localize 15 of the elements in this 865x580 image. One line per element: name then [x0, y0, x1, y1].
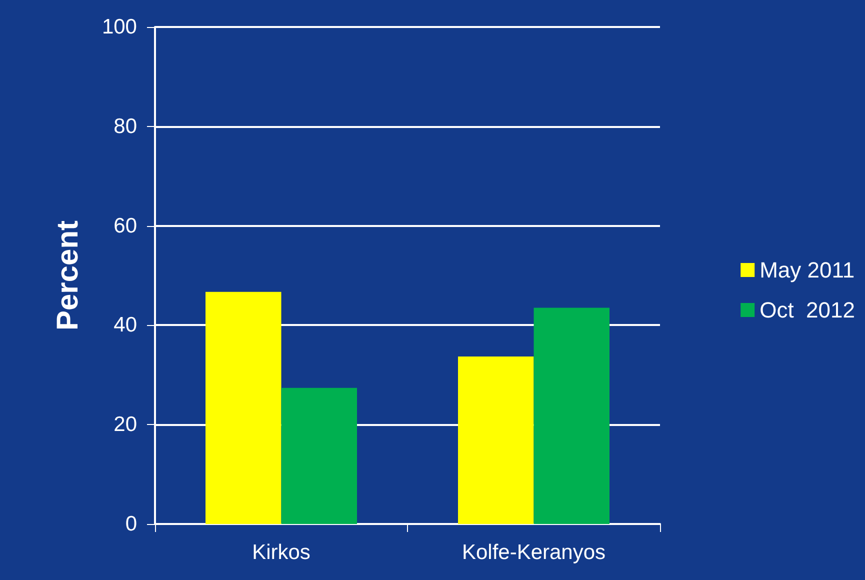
x-tick-label: Kirkos: [252, 541, 310, 564]
y-tick-label: 0: [125, 512, 137, 536]
legend-label: Oct 2012: [760, 298, 855, 322]
bar: [206, 292, 282, 524]
y-tick-label: 20: [114, 413, 137, 436]
y-tick-label: 60: [114, 214, 137, 238]
bar: [458, 356, 534, 524]
y-tick-label: 100: [102, 16, 137, 38]
x-tick-label: Kolfe-Keranyos: [462, 541, 606, 564]
y-tick-label: 40: [114, 314, 137, 337]
legend-label: May 2011: [760, 258, 855, 282]
bar: [534, 308, 610, 524]
y-axis-title: Percent: [52, 220, 84, 331]
y-tick-label: 80: [114, 114, 137, 138]
bar: [281, 388, 357, 524]
